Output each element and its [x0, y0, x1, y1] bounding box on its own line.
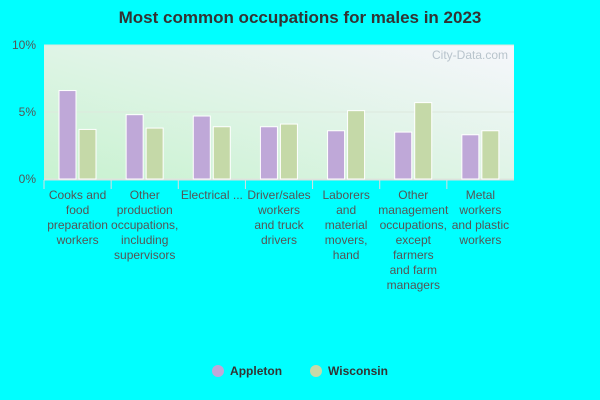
x-category-label: Other management occupations, except farmers… — [378, 188, 449, 292]
bar-appleton[interactable] — [394, 131, 413, 180]
y-tick-label: 5% — [19, 105, 37, 119]
legend-label: Appleton — [230, 364, 283, 378]
bar-wisconsin[interactable] — [145, 127, 164, 180]
legend-item[interactable]: Appleton — [212, 364, 282, 378]
y-tick-label: 0% — [19, 172, 37, 186]
bar-wisconsin[interactable] — [78, 128, 97, 180]
legend-swatch — [310, 365, 323, 377]
chart-title: Most common occupations for males in 202… — [118, 8, 482, 27]
x-category-label: Electrical ... — [181, 188, 243, 202]
bar-wisconsin[interactable] — [212, 126, 231, 180]
x-category-label: Laborers and material movers, hand — [322, 188, 369, 262]
legend-item[interactable]: Wisconsin — [310, 364, 388, 378]
bar-wisconsin[interactable] — [279, 123, 298, 180]
y-tick-label: 10% — [12, 38, 36, 52]
x-category-label: Cooks and food preparation workers — [47, 188, 108, 247]
bar-appleton[interactable] — [327, 130, 346, 180]
bar-wisconsin[interactable] — [481, 130, 500, 180]
legend-swatch — [212, 365, 225, 377]
x-category-label: Other production occupations, including supe… — [111, 188, 178, 262]
bar-appleton[interactable] — [58, 90, 77, 180]
legend-label: Wisconsin — [328, 364, 388, 378]
bar-wisconsin[interactable] — [347, 110, 366, 180]
bar-appleton[interactable] — [461, 134, 480, 180]
bar-appleton[interactable] — [259, 126, 278, 180]
bar-appleton[interactable] — [125, 114, 144, 180]
watermark: City-Data.com — [432, 48, 509, 62]
bar-appleton[interactable] — [192, 115, 211, 180]
x-category-label: Metal workers and plastic workers — [452, 188, 509, 247]
legend: Appleton Wisconsin — [0, 364, 600, 378]
bar-wisconsin[interactable] — [414, 102, 433, 180]
x-category-label: Driver/sales workers and truck drivers — [247, 188, 310, 247]
